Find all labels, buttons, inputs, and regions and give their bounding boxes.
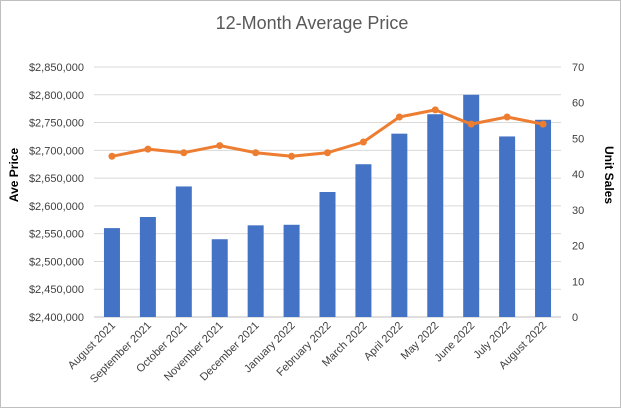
- y2-tick-label: 70: [572, 62, 584, 74]
- bar: [247, 225, 264, 317]
- y2-axis-label: Unit Sales: [602, 146, 616, 204]
- bar: [427, 114, 444, 317]
- bar: [283, 224, 300, 317]
- y2-tick-label: 40: [572, 169, 584, 181]
- y2-tick-label: 20: [572, 241, 584, 253]
- line-point: [539, 120, 547, 128]
- bar: [103, 228, 120, 317]
- y-tick-label: $2,550,000: [29, 229, 84, 241]
- bar-series: [103, 94, 552, 318]
- y-tick-label: $2,700,000: [29, 145, 84, 157]
- chart-title: 12-Month Average Price: [216, 13, 409, 33]
- y-tick-label: $2,400,000: [29, 312, 84, 324]
- line-point: [503, 113, 511, 121]
- y-axis-label: Ave Price: [7, 148, 21, 203]
- line-point: [216, 142, 224, 150]
- line-point: [180, 149, 188, 157]
- y-tick-label: $2,450,000: [29, 284, 84, 296]
- bar: [391, 133, 408, 317]
- y2-tick-label: 50: [572, 133, 584, 145]
- bar: [319, 192, 336, 317]
- x-tick-label: April 2022: [362, 320, 406, 364]
- line-series: [108, 106, 547, 160]
- y2-tick-label: 10: [572, 276, 584, 288]
- x-tick-label: September 2021: [88, 320, 154, 386]
- line-point: [252, 149, 260, 157]
- y-tick-label: $2,750,000: [29, 118, 84, 130]
- y2-tick-label: 60: [572, 98, 584, 110]
- bar: [463, 94, 480, 318]
- bar: [355, 164, 372, 317]
- line-point: [144, 145, 152, 153]
- line-point: [467, 120, 475, 128]
- y-tick-label: $2,800,000: [29, 90, 84, 102]
- bar: [175, 186, 192, 317]
- y2-tick-label: 30: [572, 205, 584, 217]
- y-tick-labels: $2,400,000 $2,450,000 $2,500,000 $2,550,000…: [29, 62, 84, 324]
- y-tick-label: $2,650,000: [29, 173, 84, 185]
- line-point: [108, 152, 116, 160]
- bar: [139, 217, 156, 317]
- line-point: [288, 152, 296, 160]
- line-point: [395, 113, 403, 121]
- y2-tick-labels: 0 10 20 30 40 50 60 70: [572, 62, 584, 324]
- bar: [535, 119, 552, 318]
- y-tick-label: $2,600,000: [29, 201, 84, 213]
- y-tick-label: $2,500,000: [29, 256, 84, 268]
- bar: [211, 239, 228, 317]
- y2-tick-label: 0: [572, 312, 578, 324]
- y-tick-label: $2,850,000: [29, 62, 84, 74]
- line-point: [324, 149, 331, 157]
- line-point: [431, 106, 439, 114]
- line-point: [359, 138, 367, 146]
- bar: [499, 136, 516, 317]
